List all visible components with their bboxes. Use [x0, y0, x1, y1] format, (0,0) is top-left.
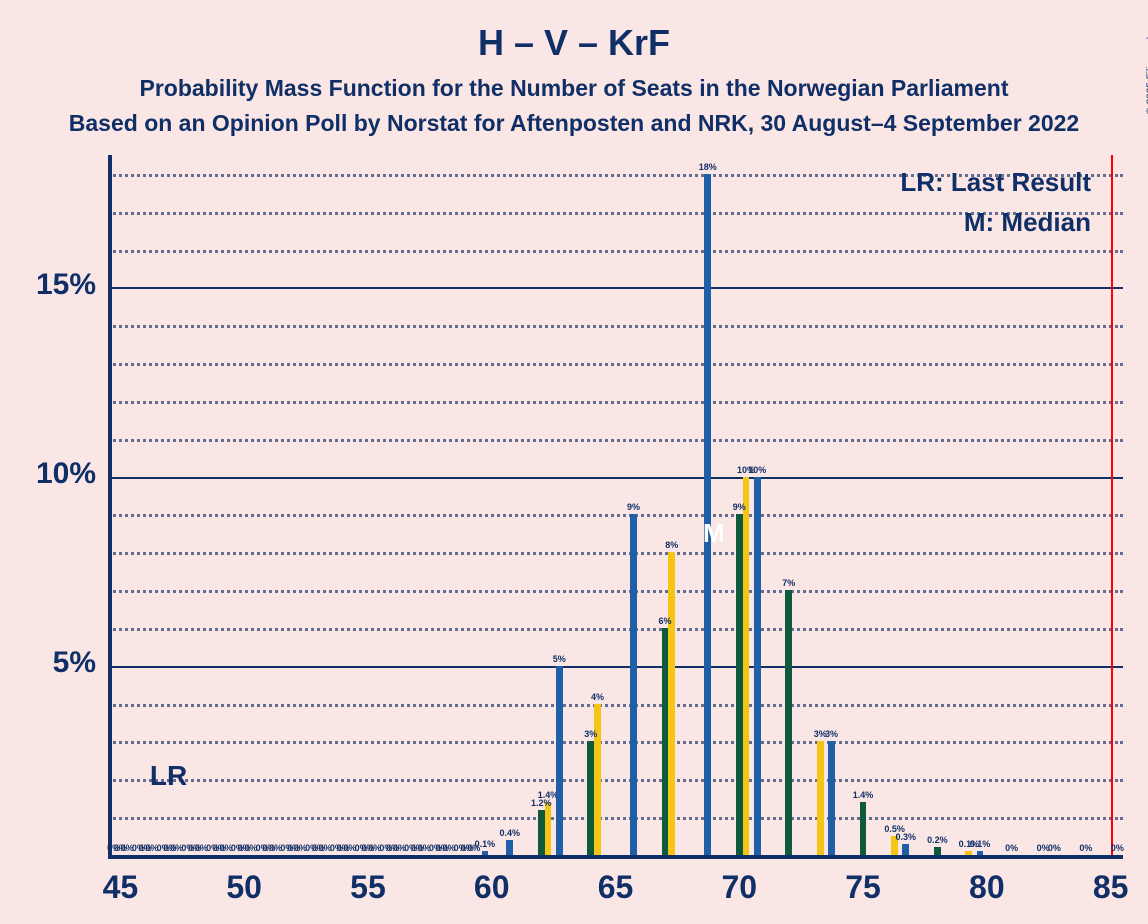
- legend-median: M: Median: [964, 207, 1091, 238]
- median-marker: M: [700, 518, 728, 549]
- bar-value-label: 18%: [694, 162, 722, 172]
- bar: [743, 477, 750, 855]
- bar-value-label: 10%: [743, 465, 771, 475]
- bar: [828, 741, 835, 855]
- gridline-minor: [108, 514, 1123, 517]
- bar-value-label: 3%: [577, 729, 605, 739]
- bar-value-label: 0.2%: [923, 835, 951, 845]
- gridline-minor: [108, 325, 1123, 328]
- gridline-minor: [108, 439, 1123, 442]
- gridline-minor: [108, 552, 1123, 555]
- bar: [538, 810, 545, 855]
- bar-value-label: 3%: [818, 729, 846, 739]
- bar-value-label: 1.4%: [849, 790, 877, 800]
- bar: [587, 741, 594, 855]
- gridline-minor: [108, 250, 1123, 253]
- x-tick-label: 45: [80, 869, 160, 906]
- bar-value-label: 0.4%: [496, 828, 524, 838]
- bar: [668, 552, 675, 855]
- lr-marker-label: LR: [150, 760, 187, 792]
- x-tick-label: 85: [1071, 869, 1148, 906]
- bar-value-label: 5%: [545, 654, 573, 664]
- bar: [977, 851, 984, 855]
- gridline-minor: [108, 817, 1123, 820]
- y-tick-label: 5%: [0, 646, 96, 680]
- bar: [736, 514, 743, 855]
- x-tick-label: 50: [204, 869, 284, 906]
- majority-line: [1111, 155, 1113, 855]
- bar-value-label: 0.1%: [966, 839, 994, 849]
- legend-last-result: LR: Last Result: [900, 167, 1091, 198]
- bar: [785, 590, 792, 855]
- bar: [545, 802, 552, 855]
- bar: [860, 802, 867, 855]
- bar: [704, 174, 711, 855]
- x-tick-label: 60: [452, 869, 532, 906]
- bar: [902, 844, 909, 855]
- x-tick-label: 75: [823, 869, 903, 906]
- y-tick-label: 15%: [0, 268, 96, 302]
- bar: [965, 851, 972, 855]
- bar-value-label: 8%: [658, 540, 686, 550]
- gridline-minor: [108, 628, 1123, 631]
- bar-value-label: 0.1%: [471, 839, 499, 849]
- chart-subtitle-2: Based on an Opinion Poll by Norstat for …: [0, 110, 1148, 137]
- gridline-minor: [108, 704, 1123, 707]
- bar: [506, 840, 513, 855]
- bar-value-label: 6%: [651, 616, 679, 626]
- y-tick-label: 10%: [0, 457, 96, 491]
- gridline-minor: [108, 779, 1123, 782]
- bar-value-label: 0.3%: [892, 832, 920, 842]
- bar-value-label: 4%: [584, 692, 612, 702]
- bar-value-label: 7%: [775, 578, 803, 588]
- bar: [630, 514, 637, 855]
- bar-value-label: 0%: [1072, 843, 1100, 853]
- x-tick-label: 55: [328, 869, 408, 906]
- chart-title: H – V – KrF: [0, 22, 1148, 64]
- x-tick-label: 70: [699, 869, 779, 906]
- x-tick-label: 65: [576, 869, 656, 906]
- bar-value-label: 0%: [998, 843, 1026, 853]
- gridline-major: [108, 477, 1123, 479]
- bar: [662, 628, 669, 855]
- bar: [556, 666, 563, 855]
- bar: [754, 477, 761, 855]
- bar: [482, 851, 489, 855]
- bar: [934, 847, 941, 855]
- gridline-major: [108, 287, 1123, 289]
- y-axis: [108, 155, 112, 855]
- gridline-minor: [108, 401, 1123, 404]
- bar-value-label: 9%: [619, 502, 647, 512]
- bar-value-label: 9%: [725, 502, 753, 512]
- x-axis: [108, 855, 1123, 859]
- gridline-minor: [108, 590, 1123, 593]
- gridline-minor: [108, 741, 1123, 744]
- chart-subtitle-1: Probability Mass Function for the Number…: [0, 75, 1148, 102]
- bar-value-label: 0%: [1103, 843, 1131, 853]
- bar: [594, 704, 601, 855]
- gridline-minor: [108, 363, 1123, 366]
- bar-value-label: 0%: [1040, 843, 1068, 853]
- gridline-major: [108, 666, 1123, 668]
- bar: [817, 741, 824, 855]
- x-tick-label: 80: [947, 869, 1027, 906]
